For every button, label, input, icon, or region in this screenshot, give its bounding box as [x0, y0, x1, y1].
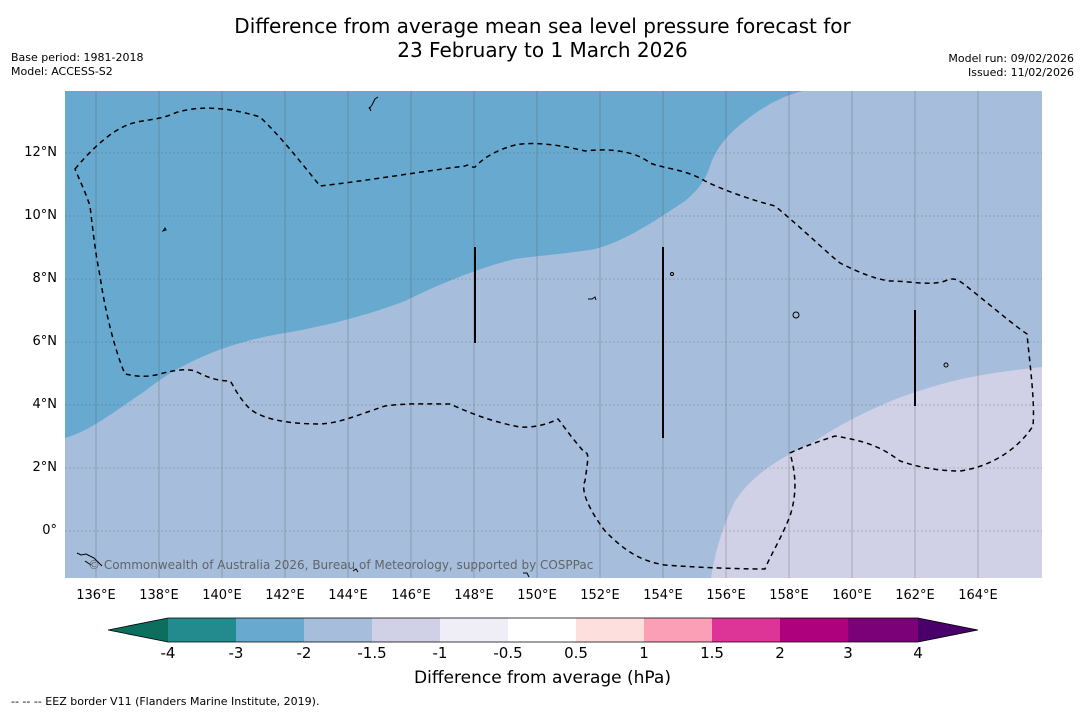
island-outlines [76, 96, 949, 578]
colorbar-svg [107, 617, 979, 643]
lat-label-10n: 10°N [24, 208, 57, 223]
band-minus-3 [65, 91, 803, 438]
colorbar-tick: -1.5 [357, 644, 387, 662]
meta-left: Base period: 1981-2018 Model: ACCESS-S2 [11, 51, 143, 79]
lon-label-162: 162°E [895, 588, 935, 603]
colorbar-tick: -4 [160, 644, 176, 662]
grid-lines [65, 91, 1042, 578]
lon-label-164: 164°E [958, 588, 998, 603]
band-minus-1 [711, 367, 1042, 578]
lon-label-146: 146°E [391, 588, 431, 603]
eez-footnote: -- -- -- EEZ border V11 (Flanders Marine… [11, 695, 320, 708]
lon-label-138: 138°E [139, 588, 179, 603]
lat-label-4n: 4°N [32, 397, 58, 412]
colorbar-tick: -1 [432, 644, 448, 662]
colorbar-segment [576, 618, 644, 642]
colorbar-tick: 2 [775, 644, 785, 662]
colorbar [107, 616, 979, 644]
colorbar-tick: -3 [228, 644, 244, 662]
colorbar-tick: -2 [296, 644, 312, 662]
lon-label-148: 148°E [454, 588, 494, 603]
colorbar-segment [848, 618, 918, 642]
colorbar-segment [236, 618, 304, 642]
title-line-1: Difference from average mean sea level p… [234, 14, 851, 38]
meta-right: Model run: 09/02/2026 Issued: 11/02/2026 [948, 52, 1074, 80]
lon-label-150: 150°E [517, 588, 557, 603]
lat-label-6n: 6°N [32, 334, 58, 349]
map-panel [65, 91, 1042, 578]
eez-vertical-segments [474, 247, 916, 438]
copyright-notice: © Commonwealth of Australia 2026, Bureau… [88, 558, 594, 572]
lon-label-144: 144°E [328, 588, 368, 603]
lon-label-154: 154°E [643, 588, 683, 603]
colorbar-segment [780, 618, 848, 642]
base-period: Base period: 1981-2018 [11, 51, 144, 64]
lon-label-142: 142°E [265, 588, 305, 603]
colorbar-segment [372, 618, 440, 642]
colorbar-over-arrow [918, 618, 978, 642]
lon-label-156: 156°E [706, 588, 746, 603]
model-run: Model run: 09/02/2026 [948, 52, 1074, 65]
colorbar-tick: 4 [913, 644, 923, 662]
title-line-2: 23 February to 1 March 2026 [397, 38, 688, 62]
colorbar-segment [440, 618, 508, 642]
colorbar-tick: 1.5 [700, 644, 724, 662]
lat-label-2n: 2°N [32, 460, 58, 475]
lat-label-8n: 8°N [32, 271, 58, 286]
eez-border [74, 107, 1035, 570]
lat-label-12n: 12°N [24, 145, 57, 160]
lon-label-140: 140°E [202, 588, 242, 603]
colorbar-segment [304, 618, 372, 642]
colorbar-tick: 3 [843, 644, 853, 662]
colorbar-tick: 0.5 [564, 644, 588, 662]
colorbar-tick: -0.5 [493, 644, 523, 662]
colorbar-under-arrow [108, 618, 168, 642]
colorbar-segment [712, 618, 780, 642]
issued-date: Issued: 11/02/2026 [967, 66, 1074, 79]
chart-title: Difference from average mean sea level p… [0, 14, 1085, 62]
lat-label-0: 0° [42, 523, 57, 538]
lon-label-158: 158°E [769, 588, 809, 603]
lon-label-160: 160°E [832, 588, 872, 603]
lon-label-152: 152°E [580, 588, 620, 603]
colorbar-label: Difference from average (hPa) [414, 668, 671, 688]
lon-label-136: 136°E [76, 588, 116, 603]
map-svg [65, 91, 1042, 578]
colorbar-segment [508, 618, 576, 642]
colorbar-tick: 1 [639, 644, 649, 662]
colorbar-segment [168, 618, 236, 642]
model-name: Model: ACCESS-S2 [11, 65, 113, 78]
colorbar-segment [644, 618, 712, 642]
